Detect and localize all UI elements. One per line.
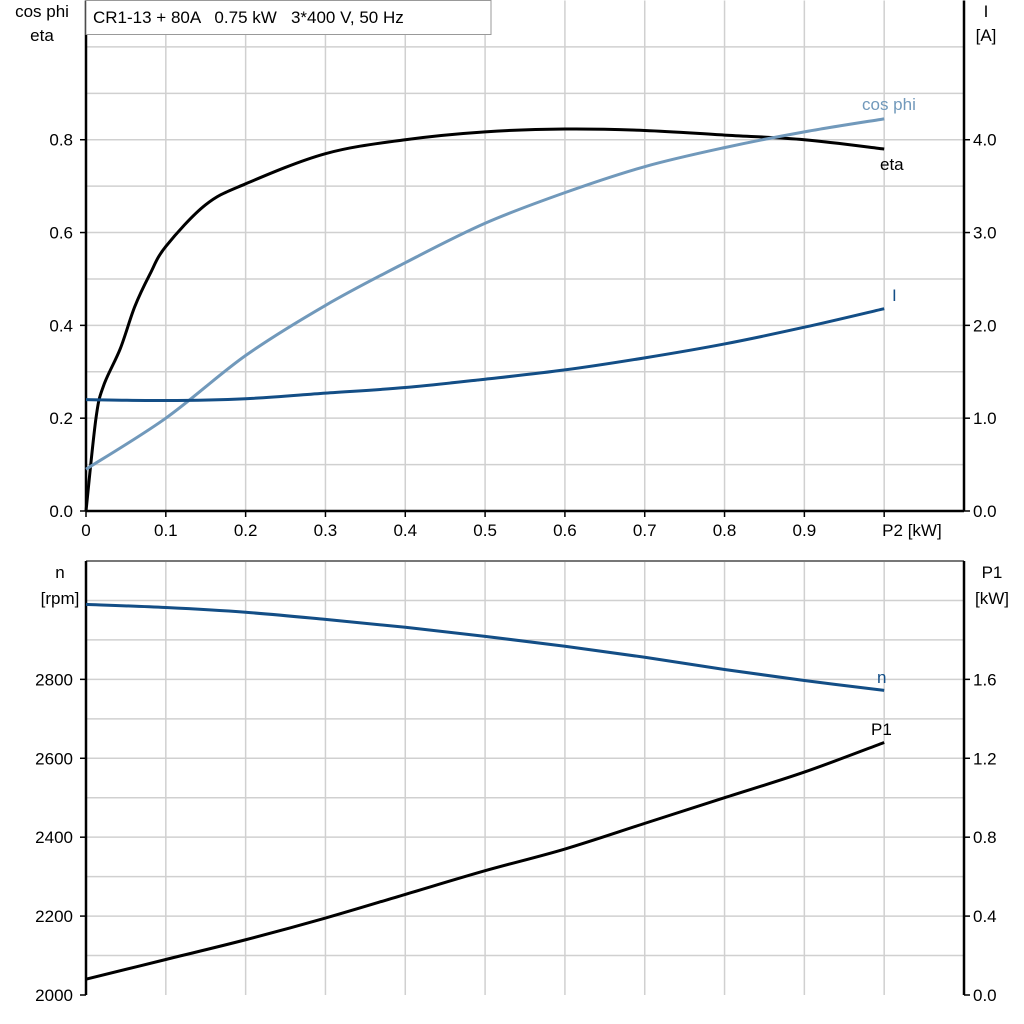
y-tick-label-left: 2000 bbox=[35, 986, 73, 1005]
y-tick-label-left: 2200 bbox=[35, 907, 73, 926]
y-tick-label-right: 0.8 bbox=[973, 828, 997, 847]
x-tick-label: 0.6 bbox=[553, 521, 577, 540]
y-tick-label-right: 1.2 bbox=[973, 749, 997, 768]
y-tick-label-right: 0.0 bbox=[973, 502, 997, 521]
y-axis-label-right: [A] bbox=[976, 26, 997, 45]
y-axis-label-left: eta bbox=[30, 26, 54, 45]
y-axis-label-right: I bbox=[984, 2, 989, 21]
y-tick-label-left: 0.4 bbox=[49, 316, 73, 335]
y-tick-label-right: 0.0 bbox=[973, 986, 997, 1005]
x-tick-label: 0.1 bbox=[154, 521, 178, 540]
x-tick-label: 0 bbox=[81, 521, 90, 540]
x-tick-label: 0.2 bbox=[234, 521, 258, 540]
y-tick-label-right: 3.0 bbox=[973, 224, 997, 243]
y-tick-label-left: 2400 bbox=[35, 828, 73, 847]
series-line-I bbox=[85, 307, 885, 403]
y-axis-label-left: cos phi bbox=[15, 2, 69, 21]
y-axis-label-right: [kW] bbox=[975, 589, 1009, 608]
x-tick-label: 0.7 bbox=[633, 521, 657, 540]
y-axis-label-left: n bbox=[55, 563, 64, 582]
series-label-eta: eta bbox=[880, 155, 904, 174]
chart-title: CR1-13 + 80A 0.75 kW 3*400 V, 50 Hz bbox=[93, 8, 404, 27]
series-label-P1: P1 bbox=[871, 720, 892, 739]
x-axis-label: P2 [kW] bbox=[882, 521, 942, 540]
series-line-P1 bbox=[85, 741, 885, 981]
x-tick-label: 0.3 bbox=[314, 521, 338, 540]
y-tick-label-right: 1.0 bbox=[973, 409, 997, 428]
y-tick-label-right: 2.0 bbox=[973, 316, 997, 335]
y-tick-label-left: 0.2 bbox=[49, 409, 73, 428]
y-axis-label-left: [rpm] bbox=[41, 589, 80, 608]
y-tick-label-right: 4.0 bbox=[973, 131, 997, 150]
y-tick-label-right: 1.6 bbox=[973, 670, 997, 689]
x-tick-label: 0.5 bbox=[473, 521, 497, 540]
series-line-cos-phi bbox=[85, 117, 885, 471]
series-label-cos-phi: cos phi bbox=[862, 95, 916, 114]
series-label-I: I bbox=[892, 286, 897, 305]
x-tick-label: 0.4 bbox=[393, 521, 417, 540]
y-tick-label-left: 0.0 bbox=[49, 502, 73, 521]
y-tick-label-left: 0.8 bbox=[49, 131, 73, 150]
series-line-eta bbox=[84, 127, 885, 512]
x-tick-label: 0.9 bbox=[793, 521, 817, 540]
series-line-n bbox=[85, 602, 885, 692]
title-box bbox=[85, 0, 492, 35]
y-tick-label-left: 0.6 bbox=[49, 224, 73, 243]
y-axis-label-right: P1 bbox=[982, 563, 1003, 582]
y-tick-label-left: 2600 bbox=[35, 749, 73, 768]
x-tick-label: 0.8 bbox=[713, 521, 737, 540]
y-tick-label-right: 0.4 bbox=[973, 907, 997, 926]
y-tick-label-left: 2800 bbox=[35, 670, 73, 689]
series-label-n: n bbox=[877, 668, 886, 687]
